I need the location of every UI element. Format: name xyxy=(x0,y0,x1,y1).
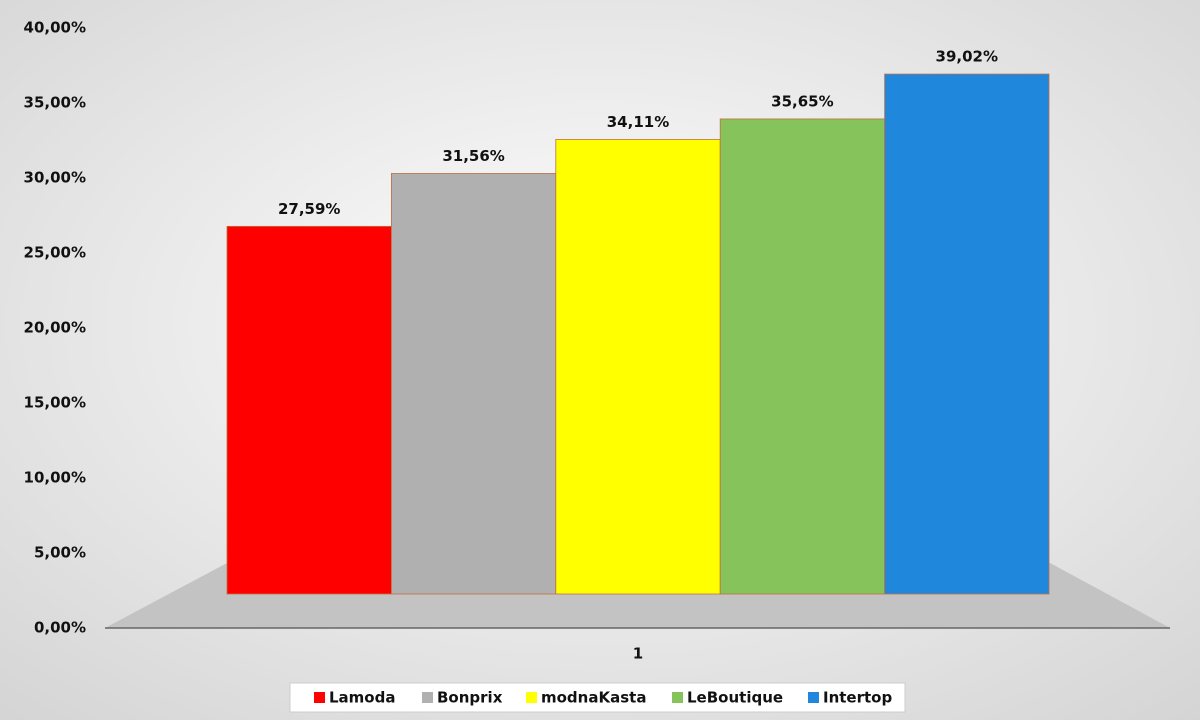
y-tick-label: 20,00% xyxy=(24,319,86,337)
x-tick-label: 1 xyxy=(633,645,643,663)
bar xyxy=(390,173,557,595)
y-tick-label: 15,00% xyxy=(24,394,86,412)
legend-swatch xyxy=(422,692,433,703)
data-label: 31,56% xyxy=(442,147,504,165)
legend-label: Bonprix xyxy=(437,689,503,707)
legend-swatch xyxy=(672,692,683,703)
legend-label: LeBoutique xyxy=(687,689,783,707)
bar xyxy=(719,118,886,595)
y-tick-label: 30,00% xyxy=(24,169,86,187)
legend-swatch xyxy=(808,692,819,703)
data-label: 27,59% xyxy=(278,200,340,218)
y-tick-label: 5,00% xyxy=(34,544,86,562)
data-label: 39,02% xyxy=(936,48,998,66)
data-label: 34,11% xyxy=(607,113,669,131)
legend-swatch xyxy=(314,692,325,703)
bar xyxy=(226,225,392,595)
y-tick-label: 40,00% xyxy=(24,19,86,37)
y-tick-label: 10,00% xyxy=(24,469,86,487)
legend xyxy=(289,682,906,713)
bar xyxy=(555,139,721,595)
legend-label: Intertop xyxy=(823,689,892,707)
data-label: 35,65% xyxy=(771,92,833,110)
legend-label: Lamoda xyxy=(329,689,395,707)
bar xyxy=(884,73,1050,595)
y-tick-label: 35,00% xyxy=(24,94,86,112)
legend-swatch xyxy=(526,692,537,703)
y-tick-label: 0,00% xyxy=(34,619,86,637)
y-tick-label: 25,00% xyxy=(24,244,86,262)
legend-label: modnaKasta xyxy=(541,689,646,707)
